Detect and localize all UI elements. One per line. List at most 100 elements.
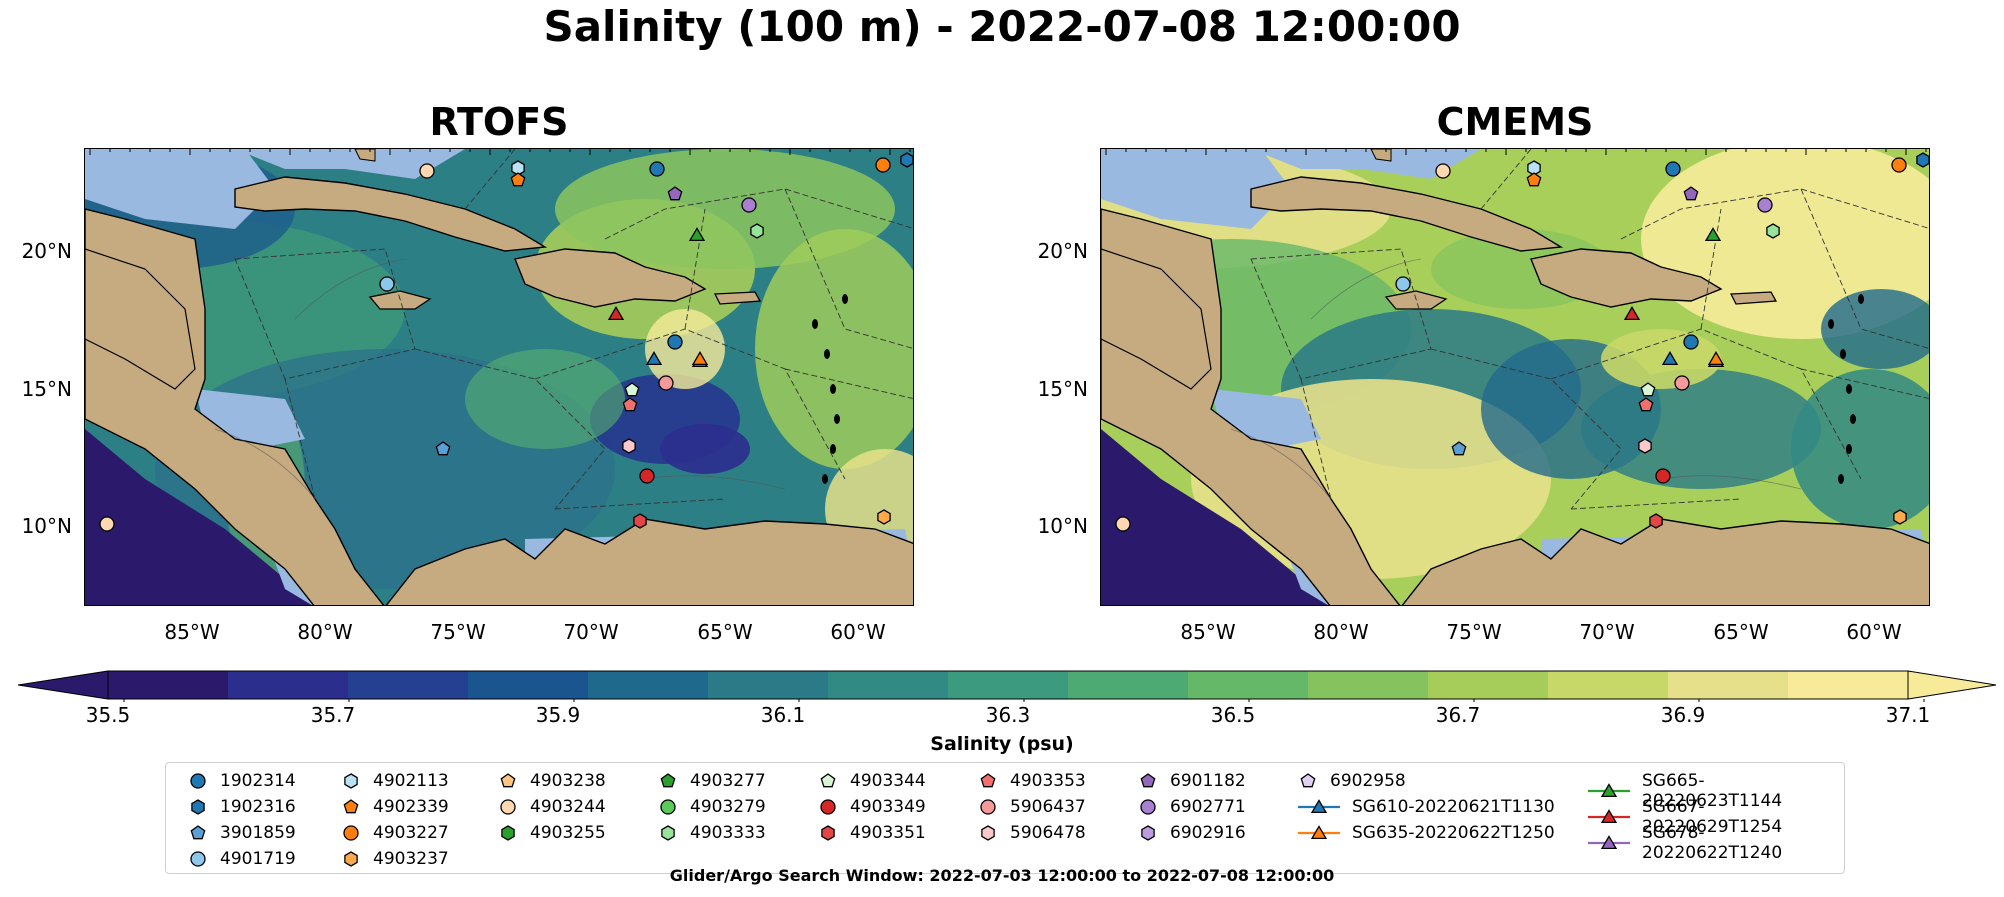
float-marker-4903244 — [1435, 163, 1451, 179]
legend-label: 4903349 — [850, 797, 926, 817]
float-marker-SG667-20220629T1254 — [1623, 306, 1641, 321]
float-marker-4903349 — [639, 468, 655, 484]
legend-item: 4903333 — [656, 823, 766, 843]
colorbar-segment — [1548, 671, 1669, 699]
float-marker-4903244 — [1115, 516, 1131, 532]
legend-item: 4903344 — [816, 771, 926, 791]
float-marker-4903333 — [750, 223, 764, 239]
lon-label-75w-right: 75°W — [1446, 620, 1502, 644]
legend-symbol — [660, 799, 676, 815]
float-marker-4903333 — [1766, 223, 1780, 239]
pacific-ocean — [85, 429, 313, 605]
legend-item: SG665-20220623T1144 — [1586, 771, 1844, 811]
legend-marker-icon — [660, 773, 676, 788]
legend-item: 4903238 — [496, 771, 606, 791]
map-panel-cmems — [1100, 148, 1930, 606]
lon-label-65w-left: 65°W — [697, 620, 753, 644]
legend-item: SG610-20220621T1130 — [1296, 797, 1555, 817]
legend-symbol — [661, 825, 675, 841]
float-marker-4903349 — [1655, 468, 1671, 484]
legend-item: 4903353 — [976, 771, 1086, 791]
legend-item: 6902771 — [1136, 797, 1246, 817]
legend-marker-icon — [343, 799, 359, 814]
lat-label-10n-right: 10°N — [1037, 514, 1088, 538]
colorbar-segment — [348, 671, 469, 699]
legend-item: 6901182 — [1136, 771, 1246, 791]
legend-symbol — [344, 773, 358, 789]
legend-symbol — [343, 825, 359, 841]
legend-label: SG678-20220622T1240 — [1642, 823, 1783, 863]
lat-label-15n-right: 15°N — [1037, 377, 1088, 401]
colorbar-tick: 36.7 — [1435, 703, 1481, 727]
legend-label: 4903277 — [690, 771, 766, 791]
float-marker-6902771 — [1757, 197, 1773, 213]
float-marker-1902314 — [649, 161, 665, 177]
legend-label: 6902771 — [1170, 797, 1246, 817]
float-marker-4903227 — [875, 157, 891, 173]
colorbar-segment — [228, 671, 349, 699]
legend-item: SG667-20220629T1254 — [1586, 797, 1844, 837]
legend-label: 4903351 — [850, 823, 926, 843]
legend-symbol — [980, 799, 996, 815]
legend-label: 1902316 — [220, 797, 296, 817]
map-panel-rtofs — [84, 148, 914, 606]
legend-marker-icon — [500, 773, 516, 788]
legend-label: 4901719 — [220, 849, 296, 869]
legend-symbol — [820, 799, 836, 815]
colorbar-segment — [948, 671, 1069, 699]
float-marker-1902316 — [900, 152, 913, 168]
legend-symbol — [190, 773, 206, 789]
float-marker-1902316 — [1916, 152, 1929, 168]
legend-symbol — [1141, 825, 1155, 841]
colorbar-label: Salinity (psu) — [930, 733, 1074, 755]
lon-label-75w-left: 75°W — [430, 620, 486, 644]
legend-label: SG665-20220623T1144 — [1642, 771, 1783, 811]
legend-symbol — [1310, 825, 1328, 840]
float-marker-1902314 — [667, 334, 683, 350]
float-marker-4902339 — [510, 172, 526, 187]
hispaniola-island — [1530, 248, 1723, 308]
legend-item: 5906478 — [976, 823, 1086, 843]
legend-symbol — [1600, 809, 1618, 824]
legend-item: SG635-20220622T1250 — [1296, 823, 1555, 843]
float-marker-4903237 — [1893, 509, 1907, 525]
legend-marker-icon — [191, 799, 205, 815]
colorbar-extend-high — [1907, 670, 1997, 700]
legend-marker-icon — [821, 825, 835, 841]
legend-marker-icon — [1140, 799, 1156, 815]
float-marker-SG667-20220629T1254 — [607, 306, 625, 321]
legend-symbol — [821, 825, 835, 841]
colorbar-tick: 36.5 — [1210, 703, 1256, 727]
legend-marker-icon — [660, 799, 676, 815]
legend-marker-icon — [661, 825, 675, 841]
float-marker-4901719 — [379, 276, 395, 292]
cuba-island — [234, 176, 548, 252]
legend-symbol — [1600, 783, 1618, 798]
legend-symbol — [981, 825, 995, 841]
legend-marker-icon — [1588, 783, 1630, 798]
colorbar-segment — [108, 671, 229, 699]
legend-marker-icon — [1140, 773, 1156, 788]
legend-symbol — [1600, 835, 1618, 850]
legend-marker-icon — [190, 773, 206, 789]
float-marker-4903237 — [877, 509, 891, 525]
float-marker-5906437 — [658, 375, 674, 391]
colorbar-segment — [1428, 671, 1549, 699]
lat-label-20n-right: 20°N — [1037, 239, 1088, 263]
float-marker-5906437 — [1674, 375, 1690, 391]
legend-label: 4902113 — [373, 771, 449, 791]
legend-marker-icon — [1298, 825, 1340, 840]
legend-item: 4903349 — [816, 797, 926, 817]
colorbar-tick: 37.1 — [1885, 703, 1931, 727]
lon-label-70w-right: 70°W — [1579, 620, 1635, 644]
legend-symbol — [344, 851, 358, 867]
legend-label: 4902339 — [373, 797, 449, 817]
colorbar-segment — [1068, 671, 1189, 699]
lat-label-15n-left: 15°N — [21, 377, 72, 401]
colorbar-tick: 36.9 — [1660, 703, 1706, 727]
legend-symbol — [191, 799, 205, 815]
float-marker-4901719 — [1395, 276, 1411, 292]
float-marker-3901859 — [1451, 441, 1467, 456]
lon-label-60w-right: 60°W — [1846, 620, 1902, 644]
legend-symbol — [1140, 773, 1156, 788]
